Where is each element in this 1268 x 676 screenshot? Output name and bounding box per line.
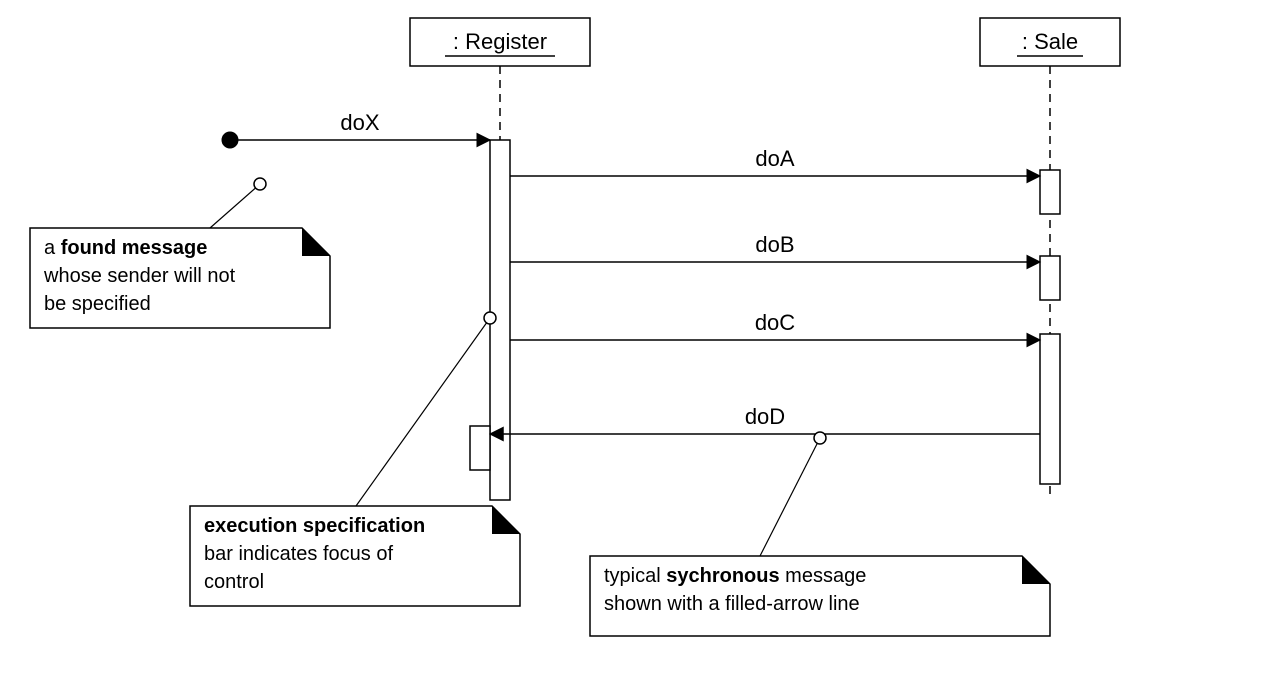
note-found-connector-dot-icon: [254, 178, 266, 190]
note-found-line-0: a found message: [44, 237, 207, 259]
note-found-connector: [210, 184, 260, 228]
note-sync-line-0: typical sychronous message: [604, 565, 866, 587]
sequence-diagram: : Register : Sale doX doA doB doC doD a found m…: [0, 0, 1268, 676]
note-exec-dogear-icon: [492, 506, 520, 534]
note-found-line-1: whose sender will not: [43, 265, 236, 287]
note-exec-line-2: control: [204, 571, 264, 593]
activation-register-sub: [470, 426, 490, 470]
found-message-origin-icon: [222, 132, 238, 148]
note-sync-connector-dot-icon: [814, 432, 826, 444]
note-exec-connector-dot-icon: [484, 312, 496, 324]
message-label-doC: doC: [755, 310, 795, 335]
activation-sale-b: [1040, 256, 1060, 300]
note-sync-connector: [760, 438, 820, 556]
note-found-line-2: be specified: [44, 293, 151, 315]
message-label-doB: doB: [755, 232, 794, 257]
lifeline-label-register: : Register: [453, 29, 547, 54]
note-sync-line-1: shown with a filled-arrow line: [604, 593, 860, 615]
lifeline-label-sale: : Sale: [1022, 29, 1078, 54]
found-message-label: doX: [340, 110, 379, 135]
activation-sale-c: [1040, 334, 1060, 484]
message-label-doA: doA: [755, 146, 794, 171]
activation-sale-a: [1040, 170, 1060, 214]
note-exec-line-0: execution specification: [204, 515, 425, 537]
message-label-doD: doD: [745, 404, 785, 429]
note-exec-connector: [356, 318, 490, 506]
note-exec-line-1: bar indicates focus of: [204, 543, 393, 565]
